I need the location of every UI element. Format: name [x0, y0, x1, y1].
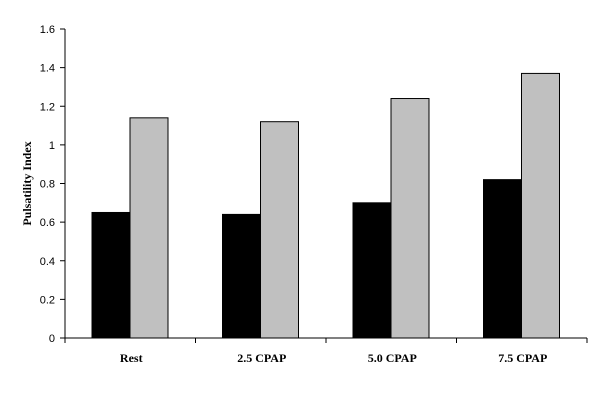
x-tick-label: Rest — [120, 351, 143, 365]
x-tick-label: 2.5 CPAP — [237, 351, 286, 365]
y-ticks-group: 0 0.2 0.4 0.6 0.8 1 1.2 1.4 1.6 — [40, 24, 65, 345]
y-tick-label: 1 — [49, 140, 55, 152]
bar-5-0-cpap-series-1 — [352, 202, 392, 339]
bar-7-5-cpap-series-1 — [483, 179, 522, 339]
x-tick-label: 5.0 CPAP — [368, 351, 417, 365]
y-tick-label: 1.4 — [40, 63, 55, 75]
y-tick-label: 0.8 — [40, 179, 55, 191]
bar-rest-series-1 — [91, 211, 131, 339]
y-axis-title: Pulsatility Index — [20, 141, 34, 225]
bar-7-5-cpap-series-2 — [521, 72, 560, 339]
x-tick-label: 7.5 CPAP — [498, 351, 547, 365]
bar-2-5-cpap-series-2 — [260, 121, 299, 339]
bar-rest-series-2 — [129, 117, 169, 339]
y-tick-label: 1.6 — [40, 24, 55, 36]
y-tick-label: 0.6 — [40, 217, 55, 229]
y-tick-label: 1.2 — [40, 101, 55, 113]
bar-5-0-cpap-series-2 — [390, 98, 430, 339]
y-tick-label: 0.2 — [40, 294, 55, 306]
y-tick-label: 0.4 — [40, 256, 55, 268]
bar-2-5-cpap-series-1 — [222, 213, 261, 339]
x-labels-group: Rest 2.5 CPAP 5.0 CPAP 7.5 CPAP — [120, 351, 547, 365]
y-tick-label: 0 — [49, 333, 55, 345]
bars-group — [91, 72, 560, 339]
